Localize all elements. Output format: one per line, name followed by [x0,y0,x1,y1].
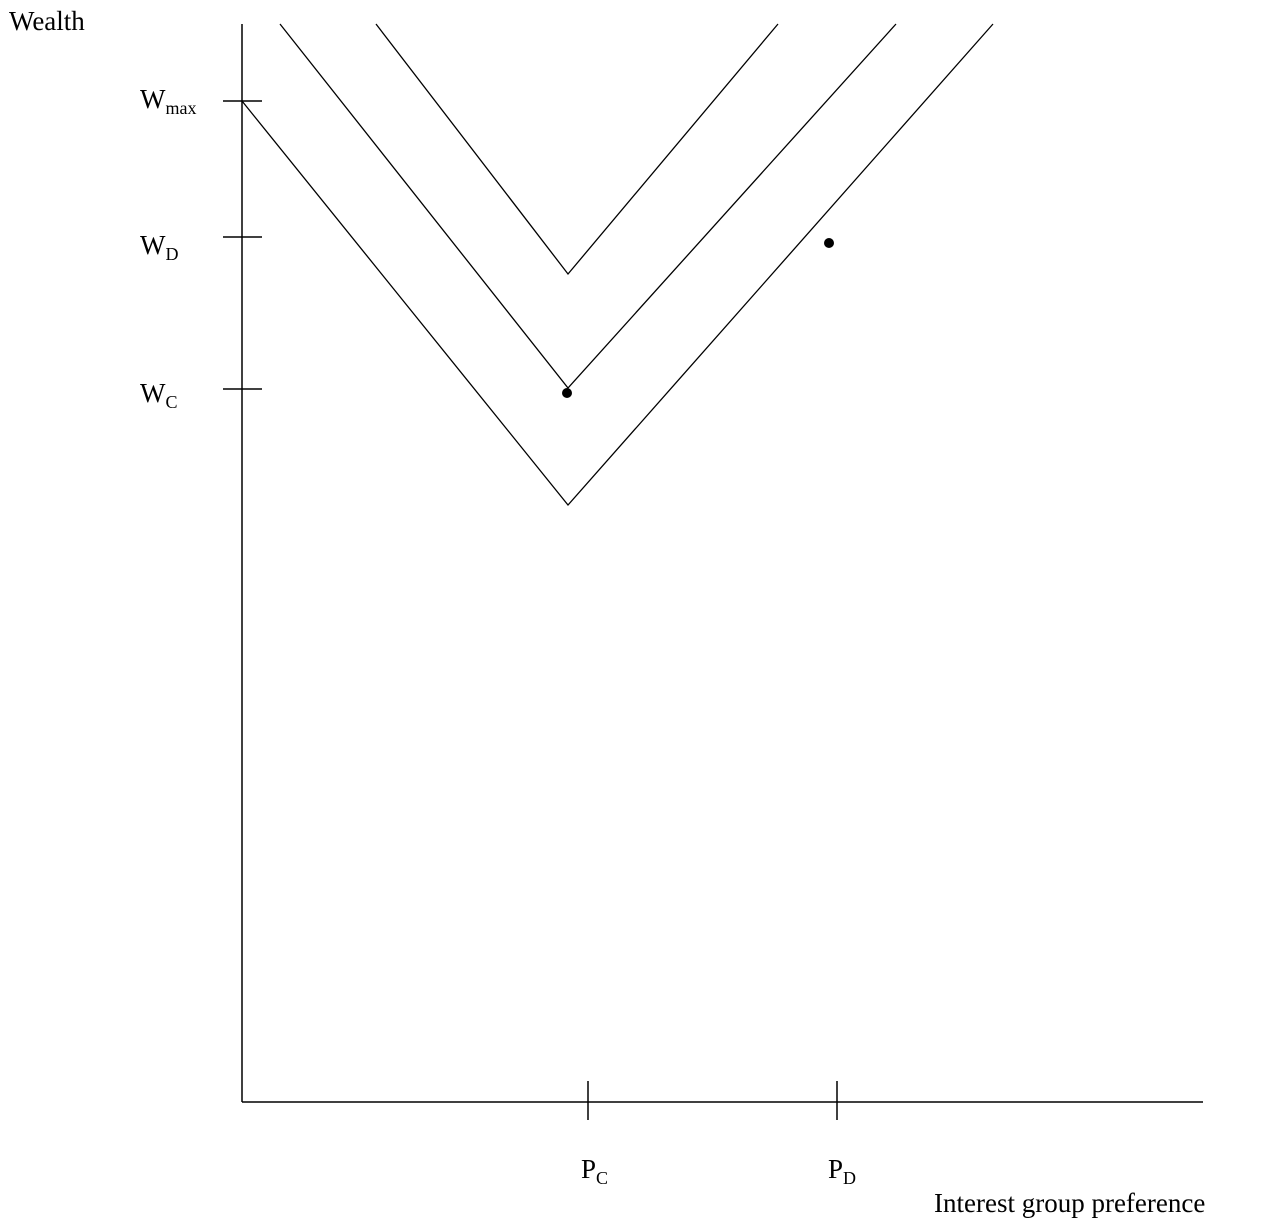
tick-label-wc: WC [140,378,178,412]
tick-label-pd: PD [828,1154,857,1188]
tick-label-wd: WD [140,230,179,264]
point-c [562,388,572,398]
lower-v-curve [241,23,994,507]
y-axis-title: Wealth [9,6,85,36]
point-d [824,238,834,248]
tick-label-pc: PC [581,1154,609,1188]
upper-v-curve [375,23,779,276]
middle-v-curve [279,23,897,390]
tick-label-wmax: Wmax [140,84,197,118]
x-axis-title: Interest group preference [934,1188,1206,1218]
